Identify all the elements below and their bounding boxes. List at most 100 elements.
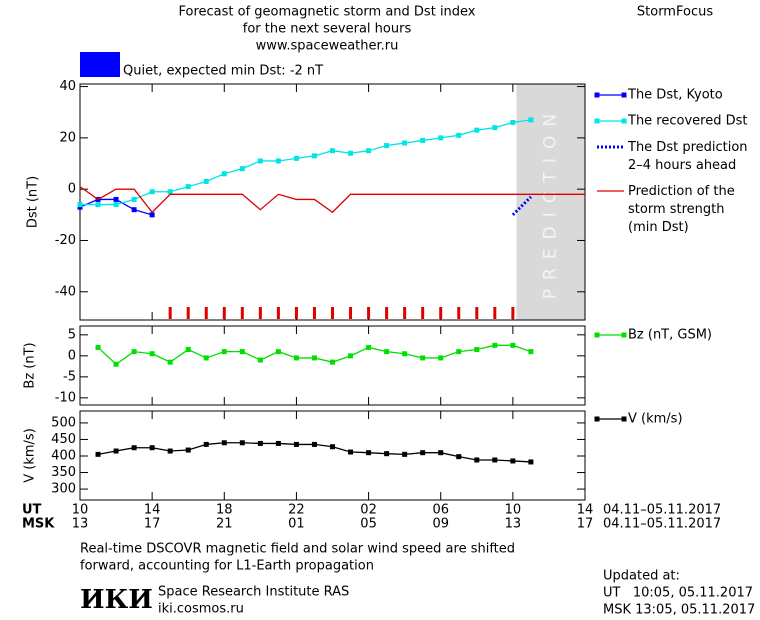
legend-label: Bz (nT, GSM) — [628, 328, 712, 343]
data-point — [257, 158, 263, 164]
data-point — [456, 454, 462, 460]
updated-label: Updated at: — [603, 569, 680, 584]
data-point — [221, 349, 227, 355]
data-point — [348, 150, 354, 156]
x-tick-label: 02 — [360, 503, 377, 518]
y-tick-label: 350 — [51, 465, 76, 480]
legend-label: The recovered Dst — [627, 114, 747, 129]
legend-marker — [621, 118, 627, 124]
x-tick-label: 10 — [505, 503, 522, 518]
ut-range: 04.11–05.11.2017 — [603, 503, 721, 518]
title-line: www.spaceweather.ru — [256, 39, 399, 54]
y-tick-label: 500 — [51, 415, 76, 430]
data-point — [149, 189, 155, 195]
data-point — [95, 344, 101, 350]
data-point — [221, 171, 227, 177]
legend-label: V (km/s) — [628, 412, 683, 427]
x-tick-label: 06 — [432, 503, 449, 518]
data-point — [402, 140, 408, 146]
legend-label: Prediction of the storm strength (min Dst) — [628, 184, 735, 235]
data-point — [203, 355, 209, 361]
data-point — [492, 342, 498, 348]
logo: ИКИ — [80, 585, 153, 615]
data-point — [492, 457, 498, 463]
title-line: for the next several hours — [243, 22, 412, 37]
series-line — [511, 195, 532, 216]
legend-marker — [621, 416, 627, 422]
data-point — [293, 155, 299, 161]
data-point — [167, 359, 173, 365]
prediction-label: PREDICTION — [541, 105, 561, 299]
x-tick-label: 10 — [72, 503, 89, 518]
note: Real-time DSCOVR magnetic field and sola… — [80, 542, 515, 557]
x-tick-label: 18 — [216, 503, 233, 518]
data-point — [275, 158, 281, 164]
status-swatch — [80, 52, 120, 77]
data-point — [438, 450, 444, 456]
data-point — [95, 451, 101, 457]
data-point — [131, 196, 137, 202]
data-point — [293, 441, 299, 447]
data-point — [456, 132, 462, 138]
series-line — [80, 119, 531, 206]
y-tick-label: -10 — [55, 390, 76, 405]
data-point — [131, 207, 137, 213]
x-tick-label: 14 — [144, 503, 161, 518]
data-point — [366, 344, 372, 350]
data-point — [402, 351, 408, 357]
data-point — [366, 148, 372, 154]
data-point — [257, 440, 263, 446]
data-point — [239, 349, 245, 355]
data-point — [311, 441, 317, 447]
data-point — [366, 450, 372, 456]
y-tick-label: -5 — [63, 369, 76, 384]
y-tick-label: 0 — [68, 182, 76, 197]
data-point — [492, 125, 498, 131]
data-point — [510, 342, 516, 348]
x-tick-label: 13 — [505, 517, 522, 532]
y-tick-label: 300 — [51, 482, 76, 497]
data-point — [510, 119, 516, 125]
updated-msk: MSK 13:05, 05.11.2017 — [603, 603, 755, 618]
legend-label: The Dst prediction 2–4 hours ahead — [627, 140, 748, 173]
status-text: Quiet, expected min Dst: -2 nT — [123, 64, 323, 79]
data-point — [474, 127, 480, 133]
legend-marker — [594, 332, 600, 338]
data-point — [185, 447, 191, 453]
plot-frame — [79, 410, 586, 501]
data-point — [438, 135, 444, 141]
data-point — [239, 440, 245, 446]
data-point — [384, 451, 390, 457]
updated-ut: UT 10:05, 05.11.2017 — [603, 586, 753, 601]
x-tick-label: 13 — [72, 517, 89, 532]
data-point — [113, 196, 119, 202]
data-point — [113, 448, 119, 454]
y-tick-label: -40 — [55, 284, 76, 299]
data-point — [348, 449, 354, 455]
data-point — [113, 202, 119, 208]
data-point — [330, 148, 335, 154]
series-line — [79, 186, 585, 214]
data-point — [113, 361, 119, 367]
data-point — [293, 355, 299, 361]
x-tick-label: 22 — [288, 503, 305, 518]
ut-label: UT — [22, 503, 42, 518]
site: iki.cosmos.ru — [158, 602, 244, 617]
legend-marker — [594, 416, 600, 422]
data-point — [510, 458, 516, 464]
data-point — [384, 349, 390, 355]
data-point — [348, 353, 354, 359]
y-axis-label: Bz (nT) — [23, 342, 38, 388]
data-point — [167, 189, 173, 195]
data-point — [528, 117, 534, 123]
data-point — [239, 166, 245, 172]
data-point — [311, 153, 317, 159]
x-tick-label: 17 — [144, 517, 161, 532]
legend-marker — [621, 92, 627, 98]
data-point — [384, 143, 390, 149]
x-tick-label: 21 — [216, 517, 233, 532]
x-tick-label: 17 — [577, 517, 594, 532]
series-line — [97, 344, 532, 366]
data-point — [185, 184, 191, 190]
